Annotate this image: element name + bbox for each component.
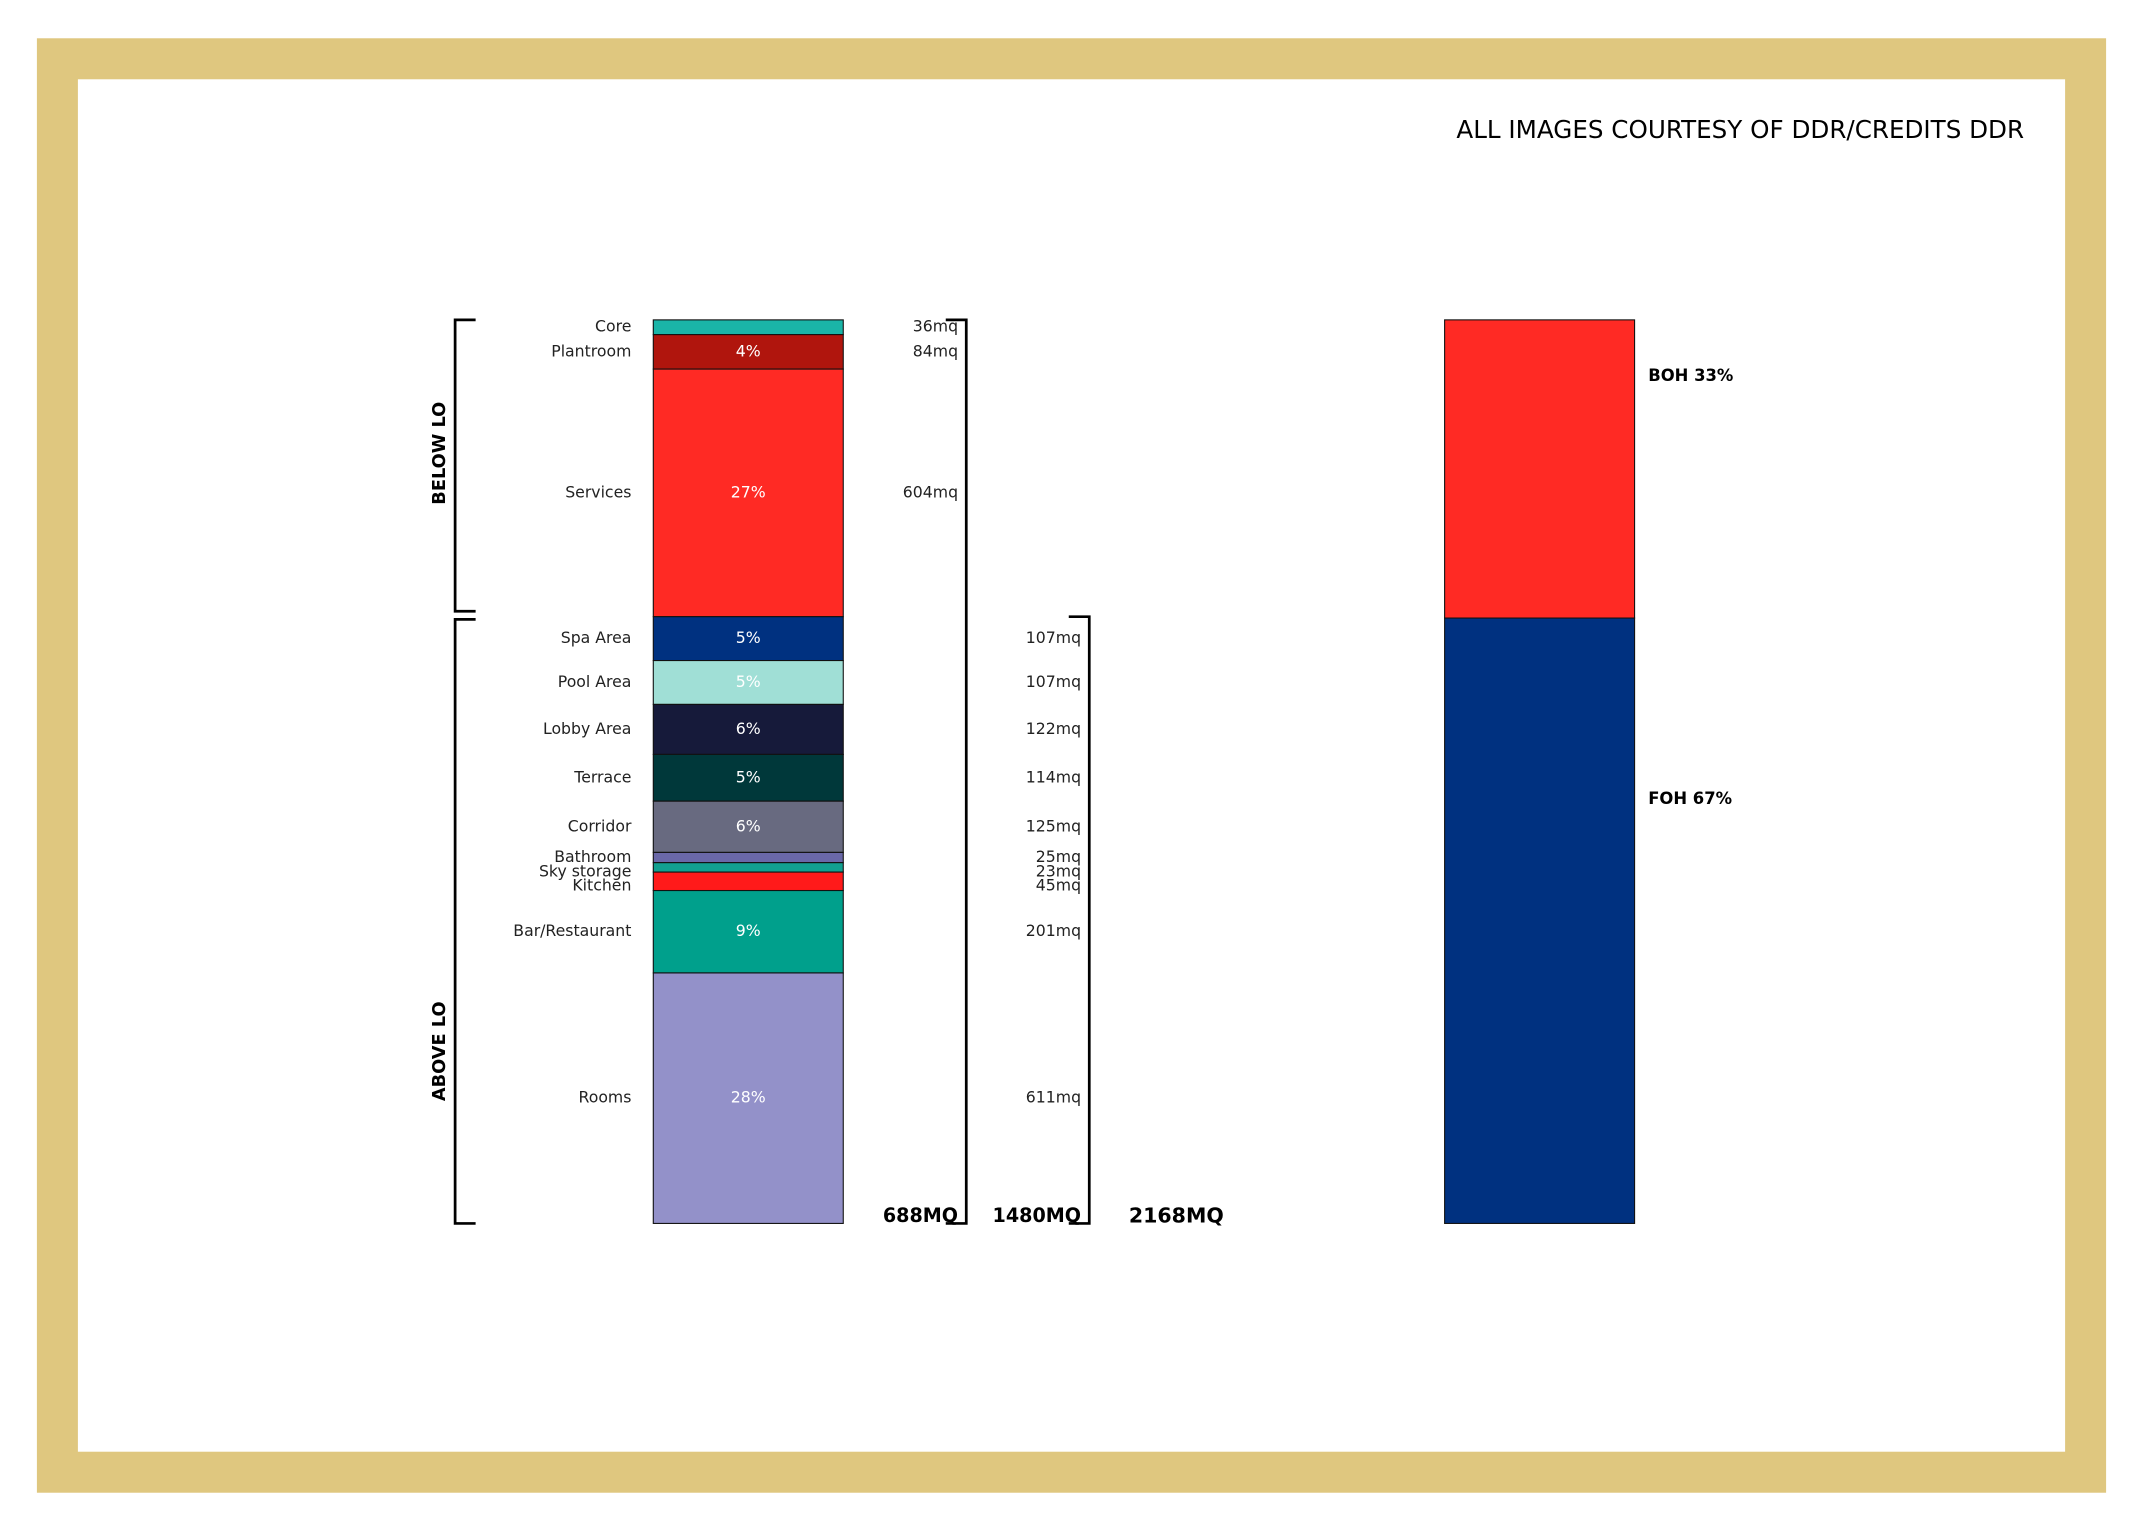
value-label: 125mq xyxy=(1026,816,1081,835)
value-label: 23mq xyxy=(1036,861,1081,880)
value-label: 25mq xyxy=(1036,847,1081,866)
grand-total: 2168MQ xyxy=(1129,1204,1224,1228)
value-label: 604mq xyxy=(903,482,958,501)
category-label: Corridor xyxy=(568,816,632,835)
value-label: 45mq xyxy=(1036,876,1081,895)
bar-segment xyxy=(652,368,844,618)
category-label: Bar/Restaurant xyxy=(513,921,631,940)
category-label: Terrace xyxy=(573,767,631,786)
percent-label: 27% xyxy=(731,482,766,501)
category-label: Core xyxy=(595,317,631,336)
value-label: FOH 67% xyxy=(1648,789,1732,808)
bar-segment xyxy=(652,334,844,370)
percent-label: 28% xyxy=(731,1088,766,1107)
value-label: 611mq xyxy=(1026,1088,1081,1107)
group-total: 688MQ xyxy=(883,1204,958,1227)
bar-segment xyxy=(652,851,844,864)
category-label: Services xyxy=(565,482,631,501)
bar-segment xyxy=(652,703,844,755)
percent-label: 5% xyxy=(736,672,761,691)
sheet xyxy=(77,79,2066,1452)
bar-segment xyxy=(1444,617,1636,1224)
category-label: Spa Area xyxy=(561,628,632,647)
group-label: BELOW LO xyxy=(430,402,450,505)
percent-label: 5% xyxy=(736,628,761,647)
bracket xyxy=(453,318,476,613)
value-label: 107mq xyxy=(1026,672,1081,691)
credit: ALL IMAGES COURTESY OF DDR/CREDITS DDR xyxy=(1456,115,2024,144)
bar-segment xyxy=(652,871,844,892)
category-label: Sky storage xyxy=(539,861,631,880)
bracket xyxy=(453,618,476,1225)
percent-label: 6% xyxy=(736,816,761,835)
category-label: Lobby Area xyxy=(543,719,631,738)
percent-label: 9% xyxy=(736,921,761,940)
percent-label: 4% xyxy=(736,341,761,360)
bracket xyxy=(1068,615,1091,1225)
bar-segment xyxy=(652,972,844,1224)
bar-segment xyxy=(652,800,844,853)
bracket xyxy=(945,318,968,1225)
value-label: 114mq xyxy=(1026,767,1081,786)
value-label: 201mq xyxy=(1026,921,1081,940)
bar-segment xyxy=(652,862,844,873)
value-label: BOH 33% xyxy=(1648,366,1733,385)
group-label: ABOVE LO xyxy=(430,1001,450,1101)
value-label: 84mq xyxy=(913,341,958,360)
value-label: 36mq xyxy=(913,317,958,336)
percent-label: 6% xyxy=(736,719,761,738)
bar-segment xyxy=(652,319,844,336)
category-label: Pool Area xyxy=(558,672,632,691)
category-label: Kitchen xyxy=(572,876,631,895)
category-label: Plantroom xyxy=(551,341,631,360)
bar-segment xyxy=(652,660,844,705)
bar-segment xyxy=(1444,319,1636,619)
bar-segment xyxy=(652,753,844,802)
bar-segment xyxy=(652,889,844,974)
value-label: 107mq xyxy=(1026,628,1081,647)
group-total: 1480MQ xyxy=(993,1204,1082,1227)
percent-label: 5% xyxy=(736,767,761,786)
category-label: Bathroom xyxy=(554,847,631,866)
category-label: Rooms xyxy=(579,1088,632,1107)
value-label: 122mq xyxy=(1026,719,1081,738)
bar-segment xyxy=(652,616,844,662)
